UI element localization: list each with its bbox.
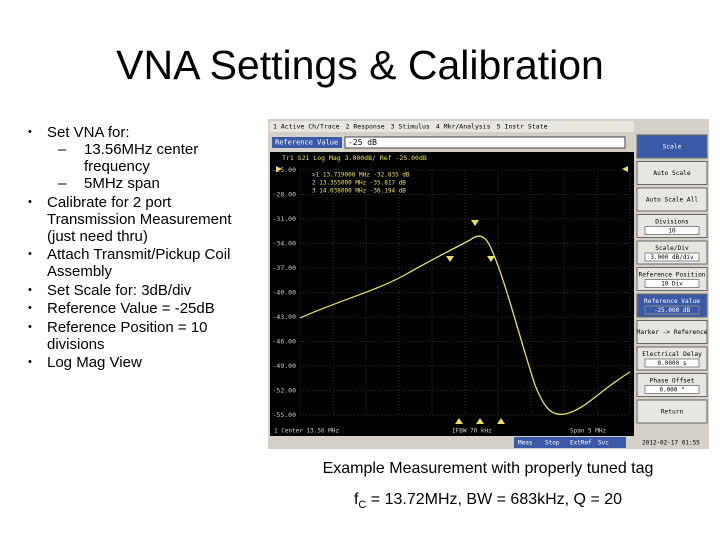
softkey bbox=[636, 161, 708, 185]
y-label: -49.00 bbox=[273, 362, 297, 370]
softkey-label: Reference Value bbox=[644, 298, 700, 305]
menu-item: 4 Mkr/Analysis bbox=[436, 123, 491, 131]
slide-title: VNA Settings & Calibration bbox=[116, 42, 604, 88]
menu: 1 Active Ch/Trace 2 Response 3 Stimulus 4 M… bbox=[273, 123, 548, 131]
softkey-value: 0.000 ° bbox=[659, 387, 684, 394]
bullet: Reference Value = -25dB bbox=[24, 300, 249, 317]
plot-grid bbox=[299, 169, 631, 416]
softkey-label: Divisions bbox=[655, 219, 689, 226]
result-prefix: f bbox=[353, 491, 359, 508]
y-label: -31.00 bbox=[273, 215, 297, 223]
softkey-label: Marker -> Reference bbox=[637, 329, 708, 336]
y-label: -25.00 bbox=[273, 166, 297, 174]
softkey-label: Phase Offset bbox=[650, 378, 695, 385]
bullet-text: Log Mag View bbox=[47, 354, 142, 371]
softkey-value: 10 bbox=[668, 228, 676, 235]
menu-bar bbox=[270, 121, 634, 132]
marker-icons bbox=[446, 220, 495, 262]
footer: IFBW 70 kHz bbox=[452, 428, 492, 435]
sub-list: 13.56MHz center frequency5MHz span bbox=[47, 141, 249, 192]
marker-readout: 2 13.355000 MHz -35.817 dB bbox=[312, 180, 406, 187]
menu-item: 3 Stimulus bbox=[391, 123, 430, 131]
softkey-label: Scale bbox=[663, 144, 682, 151]
y-label: -28.00 bbox=[273, 191, 297, 199]
marker-readout: >1 13.719000 MHz -32.835 dB bbox=[312, 172, 410, 179]
marker-readout: 3 14.038000 MHz -36.194 dB bbox=[312, 188, 406, 195]
y-label: -37.00 bbox=[273, 264, 297, 272]
y-label: -43.00 bbox=[273, 313, 297, 321]
bullet: Calibrate for 2 port Transmission Measur… bbox=[24, 194, 249, 245]
menu-item: 1 Active Ch/Trace bbox=[273, 123, 340, 131]
bullet-text: Reference Value = -25dB bbox=[47, 300, 215, 317]
bullet-text: Reference Position = 10 divisions bbox=[47, 318, 208, 353]
result: fC = 13.72MHz, BW = 683kHz, Q = 20 bbox=[268, 491, 708, 511]
bullet: Set Scale for: 3dB/div bbox=[24, 282, 249, 299]
trace-header: Tr1 S21 Log Mag 3.000dB/ Ref -25.00dB bbox=[282, 154, 427, 162]
footer: Span 5 MHz bbox=[570, 428, 607, 435]
softkey-label: Return bbox=[661, 409, 684, 416]
bullet-text: Set Scale for: 3dB/div bbox=[47, 281, 192, 299]
entry-label: Reference Value bbox=[275, 139, 338, 147]
footer: 1 Center 13.56 MHz bbox=[274, 428, 339, 435]
y-label: -34.00 bbox=[273, 240, 297, 248]
status: Meas bbox=[518, 440, 533, 447]
softkey-label: Reference Position bbox=[638, 272, 705, 279]
bullet-text: Set VNA for: bbox=[47, 124, 130, 141]
caption: Example Measurement with properly tuned … bbox=[322, 460, 654, 477]
status-highlight bbox=[514, 437, 626, 448]
menu-item: 2 Response bbox=[346, 123, 385, 131]
softkey-label: Auto Scale bbox=[653, 170, 691, 177]
menu-item: 5 Instr State bbox=[497, 123, 548, 131]
result-subscript: C bbox=[358, 499, 367, 512]
softkey-value: 3.000 dB/div bbox=[650, 254, 694, 261]
y-label: -55.00 bbox=[273, 411, 297, 419]
entry-field bbox=[344, 136, 626, 149]
softkey bbox=[636, 399, 708, 424]
status-bar bbox=[270, 437, 709, 448]
softkey-label: Electrical Delay bbox=[642, 351, 702, 358]
status: Stop bbox=[545, 440, 560, 447]
softkey bbox=[636, 134, 708, 159]
plot-area bbox=[270, 152, 634, 436]
softkey-label: Auto Scale All bbox=[646, 197, 698, 204]
softkey bbox=[636, 320, 708, 344]
softkey-value-box bbox=[644, 358, 700, 368]
marker-ticks bbox=[455, 418, 505, 424]
bullet-text: Calibrate for 2 port Transmission Measur… bbox=[47, 193, 232, 245]
bullet: Reference Position = 10 divisions bbox=[24, 319, 249, 353]
softkey-value-box bbox=[644, 226, 700, 235]
bullet-text: Attach Transmit/Pickup Coil Assembly bbox=[47, 246, 231, 280]
y-label: -52.00 bbox=[273, 387, 297, 395]
entry-value: -25 dB bbox=[348, 138, 377, 147]
trace bbox=[299, 235, 631, 416]
entry-label-bg bbox=[272, 137, 342, 148]
vna-screenshot: 1 Active Ch/Trace 2 Response 3 Stimulus 4 M… bbox=[268, 119, 709, 449]
softkey-value-box bbox=[644, 252, 700, 262]
softkey-value-box bbox=[644, 279, 700, 288]
softkey-label: Scale/Div bbox=[655, 245, 689, 252]
status: Svc bbox=[598, 440, 609, 447]
softkey bbox=[636, 187, 708, 212]
y-label: -40.00 bbox=[273, 289, 297, 297]
status: 2012-02-17 01:55 bbox=[642, 440, 700, 447]
softkey-value: -25.000 dB bbox=[654, 307, 691, 314]
softkey-value: 0.0000 s bbox=[658, 360, 687, 367]
bullet-list: Set VNA for:13.56MHz center frequency5MH… bbox=[24, 124, 249, 373]
softkey-value-box bbox=[644, 305, 700, 315]
result-text: = 13.72MHz, BW = 683kHz, Q = 20 bbox=[366, 491, 623, 508]
sub-bullet: 5MHz span bbox=[47, 175, 224, 192]
bullet: Set VNA for:13.56MHz center frequency5MH… bbox=[24, 124, 249, 192]
bullet: Log Mag View bbox=[24, 354, 249, 371]
sub-bullet: 13.56MHz center frequency bbox=[47, 141, 224, 175]
softkey-value: 10 Div bbox=[661, 281, 683, 288]
y-label: -46.00 bbox=[273, 338, 297, 346]
softkey-value-box bbox=[644, 385, 700, 394]
status: ExtRef bbox=[570, 440, 592, 447]
bullet: Attach Transmit/Pickup Coil Assembly bbox=[24, 246, 249, 280]
